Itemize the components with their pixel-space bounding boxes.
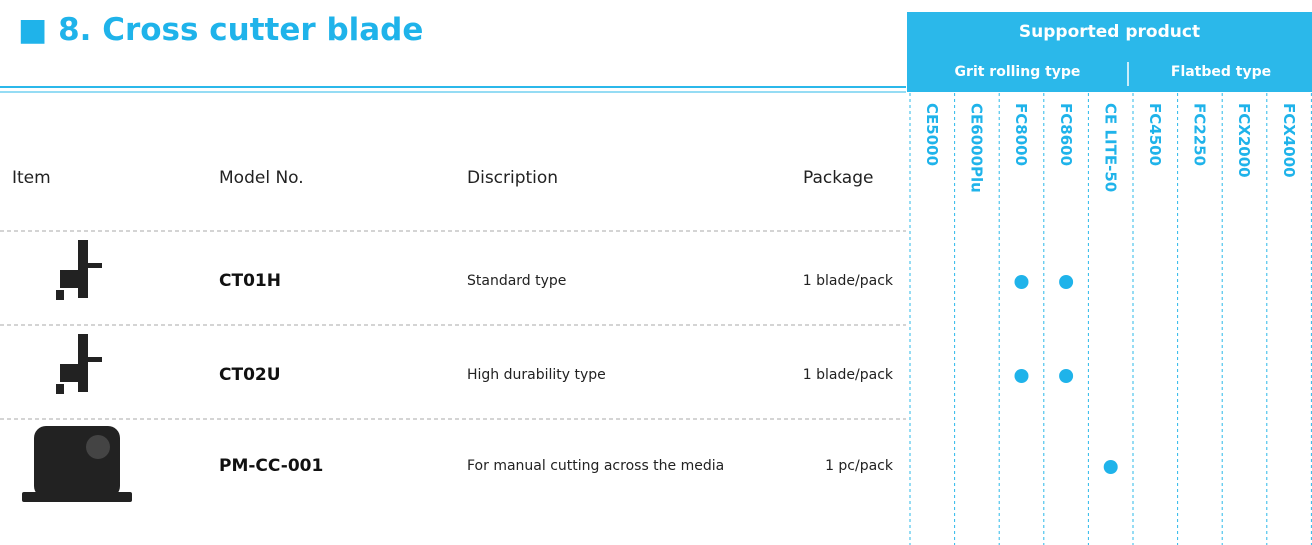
product-name: FCX2000 [1235,103,1254,178]
description: Standard type [467,273,567,289]
package: 1 pc/pack [825,458,893,474]
description: High durability type [467,367,606,383]
product-name: CE5000 [923,103,941,167]
title: ■ 8. Cross cutter blade [18,12,424,48]
product-name: FC8600 [1056,103,1075,167]
model-number: CT02U [219,365,281,385]
supported-header [907,12,1312,92]
package: 1 blade/pack [802,273,893,289]
product-name: CE6000Plu [967,103,986,193]
package: 1 blade/pack [802,367,893,383]
description: For manual cutting across the media [467,458,725,474]
product-name: CE LITE-50 [1101,103,1120,193]
column-header: Discription [467,168,559,188]
support-dot [1103,460,1118,474]
column-header: Package [803,168,874,188]
support-dot [1059,369,1074,383]
supported-title: Supported product [1018,22,1201,42]
column-header: Item [12,168,51,188]
product-name: FC4500 [1146,103,1164,167]
product-name: FC2250 [1190,103,1209,167]
product-name: FCX4000 [1279,103,1298,178]
support-dot [1014,275,1029,289]
support-dot [1014,369,1029,383]
column-header: Model No. [219,168,304,188]
model-number: PM-CC-001 [219,456,324,476]
item-image [22,240,132,502]
model-number: CT01H [219,271,281,291]
group-label: Grit rolling type [954,64,1081,80]
product-name: FC8000 [1012,103,1031,167]
group-label: Flatbed type [1170,64,1272,80]
support-dot [1059,275,1074,289]
